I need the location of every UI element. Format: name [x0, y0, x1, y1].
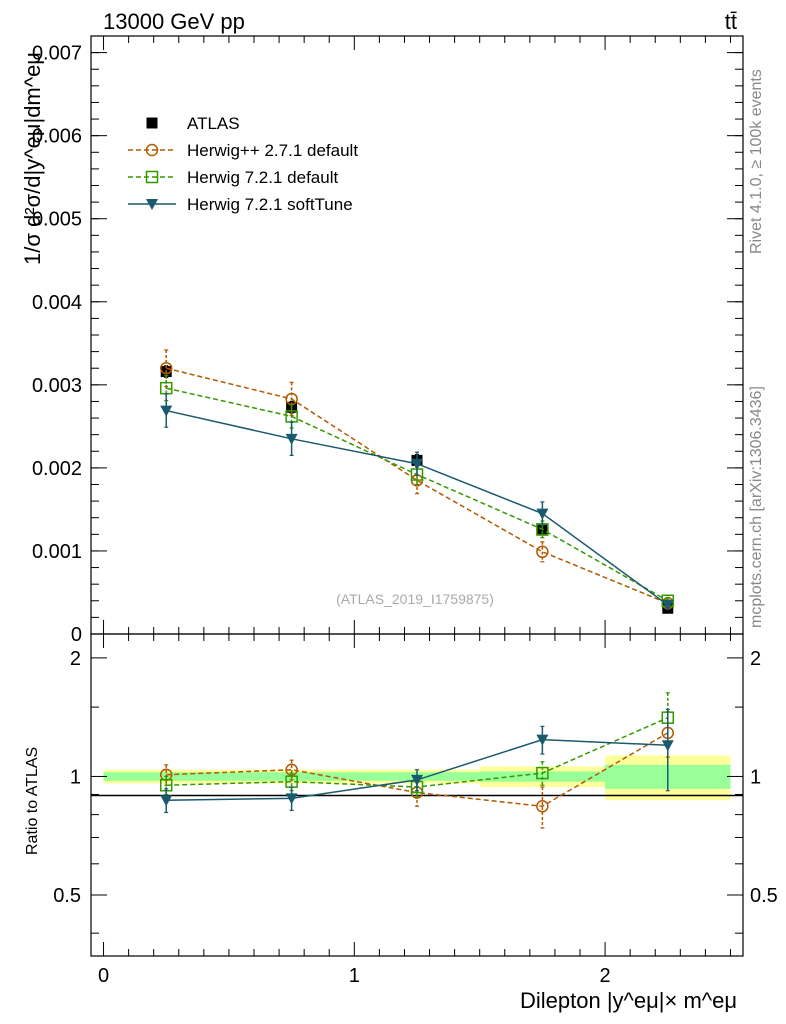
- ratio-y-axis-title: Ratio to ATLAS: [24, 747, 41, 855]
- ratio-point: [661, 740, 674, 752]
- main-point: [536, 545, 549, 559]
- main-ytick-label: 0.002: [32, 458, 82, 480]
- ratio-ytick-label-right: 2: [750, 648, 761, 670]
- main-ytick-label: 0.003: [32, 375, 82, 397]
- mcplots-label: mcplots.cern.ch [arXiv:1306.3436]: [748, 386, 765, 628]
- ratio-point: [536, 766, 549, 780]
- legend-marker: [146, 199, 158, 210]
- ratio-xtick-label: 2: [600, 965, 611, 987]
- main-panel-series: [159, 349, 675, 614]
- legend-label: ATLAS: [187, 114, 240, 133]
- legend-marker: [145, 170, 159, 184]
- main-series-herwig-7-2-1-default: [159, 375, 675, 608]
- process-label: tt̄: [725, 9, 737, 34]
- legend-entry-herwig-7-2-1-default: Herwig 7.2.1 default: [128, 168, 338, 187]
- ratio-ytick-label: 0.5: [53, 885, 81, 907]
- main-series-herwig-7-2-1-softtune: [160, 393, 674, 611]
- ratio-point: [411, 774, 423, 786]
- main-point: [159, 361, 173, 375]
- ratio-point: [160, 795, 173, 807]
- legend-label: Herwig 7.2.1 softTune: [187, 195, 353, 214]
- main-ytick-label: 0: [71, 624, 82, 646]
- x-axis-title: Dilepton |y^eμ|× m^eμ: [520, 988, 737, 1013]
- legend-marker: [145, 143, 159, 157]
- rivet-label: Rivet 4.1.0, ≥ 100k events: [748, 69, 765, 254]
- main-ytick-label: 0.001: [32, 541, 82, 563]
- ratio-xtick-label: 1: [349, 965, 360, 987]
- ratio-panel-series: [159, 692, 675, 829]
- main-ytick-label: 0.006: [32, 126, 82, 148]
- main-point: [411, 458, 423, 470]
- legend: ATLAS Herwig++ 2.7.1 default Herwig 7.2.1 …: [128, 114, 358, 214]
- main-point: [285, 433, 298, 445]
- axis-ticks: 0 0.001 0.002 0.003 0.004 0.005 0.006 0.007 0 1 2 0…: [32, 35, 778, 987]
- legend-entry-herwig-2-7-1-default: Herwig++ 2.7.1 default: [128, 141, 358, 160]
- ratio-ytick-label: 1: [70, 766, 81, 788]
- ratio-point: [285, 793, 298, 805]
- main-ytick-label: 0.005: [32, 209, 82, 231]
- ratio-ytick-label-right: 0.5: [750, 885, 778, 907]
- legend-entry-atlas: ATLAS: [146, 114, 240, 133]
- ratio-ytick-label-right: 1: [750, 766, 761, 788]
- ratio-series-herwig-7-2-1-softtune: [160, 708, 674, 814]
- main-line-herwig-7-2-1-softtune: [166, 409, 669, 606]
- main-line-herwig-7-2-1-default: [166, 387, 669, 602]
- main-y-axis-title: 1/σ d²σ/d|y^eμ|dm^eμ: [20, 52, 45, 265]
- ratio-ytick-label: 2: [70, 648, 81, 670]
- ratio-xtick-label: 0: [98, 965, 109, 987]
- main-point: [661, 599, 674, 611]
- ratio-point: [536, 734, 549, 746]
- legend-entry-herwig-7-2-1-softtune: Herwig 7.2.1 softTune: [128, 195, 353, 214]
- main-point: [160, 405, 173, 417]
- main-ytick-label: 0.004: [32, 292, 82, 314]
- band-inner-1: [479, 771, 606, 782]
- main-line-herwig-2-7-1-default: [166, 367, 669, 604]
- main-ytick-label: 0.007: [32, 43, 82, 65]
- legend-label: Herwig++ 2.7.1 default: [187, 141, 358, 160]
- analysis-watermark: (ATLAS_2019_I1759875): [336, 591, 494, 607]
- legend-label: Herwig 7.2.1 default: [187, 168, 338, 187]
- energy-label: 13000 GeV pp: [103, 9, 245, 34]
- ratio-point: [536, 800, 549, 813]
- legend-marker: [146, 117, 158, 129]
- main-point: [536, 508, 549, 520]
